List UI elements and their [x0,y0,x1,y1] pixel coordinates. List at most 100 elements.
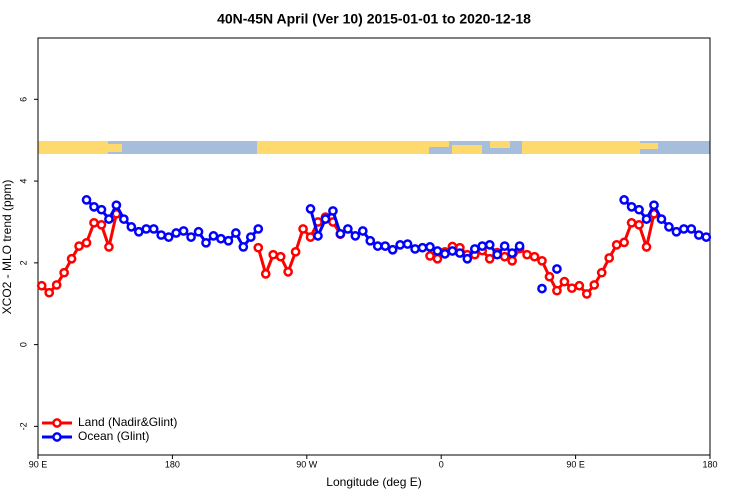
point [484,253,495,264]
point [328,206,338,216]
point [649,200,659,211]
y-tick-label: 6 [18,97,28,102]
point [417,242,428,253]
point [223,235,234,246]
point [66,253,77,264]
point [290,246,301,257]
point [469,244,480,254]
point [507,248,517,258]
point [193,226,204,237]
point [552,264,562,274]
point [104,242,114,252]
land-ocean-strip [38,141,710,154]
point [275,251,286,262]
point [619,195,629,205]
point [447,246,458,256]
point [350,231,361,241]
legend-marker [52,418,62,428]
point [634,204,644,215]
point [626,201,637,212]
point [410,244,420,254]
point [343,224,353,234]
point [260,269,271,279]
point [320,214,331,224]
x-axis-label: Longitude (deg E) [326,475,421,489]
point [395,240,405,250]
x-tick-label: 90 E [29,459,48,469]
point [216,233,226,244]
point [357,226,368,236]
point [641,214,652,224]
point [492,249,503,260]
point [89,201,99,212]
point [96,219,107,230]
point [529,251,540,262]
y-tick-label: -2 [18,422,28,430]
point [581,289,592,299]
point [178,226,189,236]
point [238,242,249,252]
y-tick-label: 2 [18,260,28,265]
point [574,280,585,291]
point [156,230,167,240]
point [462,253,473,264]
point [171,228,181,238]
point [81,237,92,248]
point [619,237,629,248]
point [589,280,600,290]
point [335,228,346,239]
point [186,232,196,242]
point [477,241,488,251]
x-tick-label: 180 [702,459,717,469]
point [679,224,689,234]
point [208,231,219,241]
point [432,246,443,256]
chart-title: 40N-45N April (Ver 10) 2015-01-01 to 202… [217,11,531,27]
point [507,255,517,266]
point [537,283,547,294]
point [305,204,316,214]
point [432,253,443,264]
point [425,242,435,252]
point [425,251,435,261]
legend-label: Ocean (Glint) [78,429,149,443]
point [611,240,622,250]
point [499,241,510,251]
point [231,228,241,238]
y-tick-label: 0 [18,342,28,347]
point [701,232,712,242]
point [559,276,570,287]
point [201,237,211,248]
x-tick-label: 90 W [296,459,318,469]
point [298,224,308,234]
point [626,217,637,228]
point [552,285,562,296]
point [641,242,652,252]
point [372,241,383,251]
point [544,271,555,282]
point [537,255,547,266]
point [283,266,293,277]
point [365,235,376,246]
point [44,287,55,298]
point [499,251,510,262]
point [89,217,99,228]
point [59,267,69,278]
x-tick-label: 0 [439,459,444,469]
point [268,249,279,260]
legend-marker [52,432,62,442]
point [36,280,47,291]
point [455,248,465,258]
x-tick-label: 90 E [566,459,585,469]
point [104,214,114,224]
point [634,219,644,230]
plot-frame [37,37,711,456]
point [484,240,495,250]
y-axis-label: XCO2 - MLO trend (ppm) [0,180,14,315]
point [604,253,615,263]
point [387,244,398,255]
point [148,224,159,234]
point [671,226,682,237]
